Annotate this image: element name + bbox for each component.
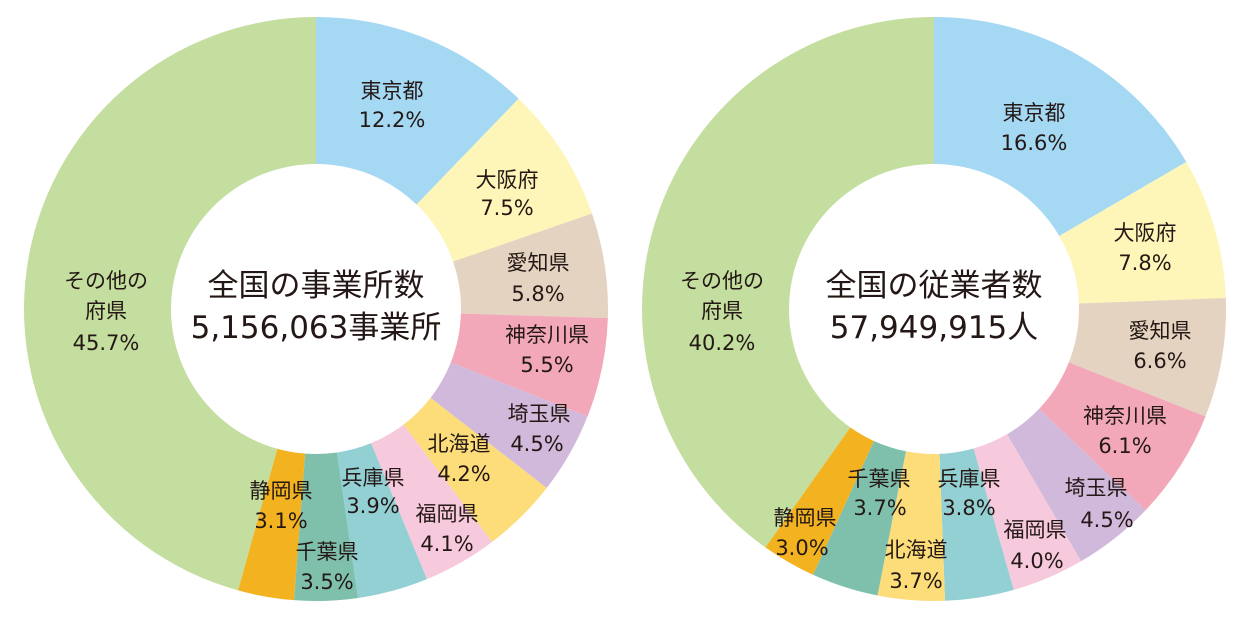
donut-slice [1007,408,1146,562]
donut-slice [765,427,874,575]
label-name: 大阪府 [476,168,539,192]
label-value: 3.5% [300,570,353,594]
donut-slice [1059,161,1226,304]
labels-establishments: 東京都 12.2% 大阪府 7.5% 愛知県 5.8% 神奈川県 5.5% 埼玉… [64,79,589,594]
center-title-establishments: 全国の事業所数 [208,268,425,304]
label-value: 16.6% [1001,131,1068,155]
label-name: 千葉県 [848,467,911,491]
label-value: 40.2% [689,331,756,355]
donut-establishments [24,17,608,601]
label-value: 7.8% [1118,251,1171,275]
donut-slice [24,17,316,591]
label-name: 北海道 [885,538,948,562]
labels-employees: 東京都 16.6% 大阪府 7.8% 愛知県 6.6% 神奈川県 6.1% 埼玉… [680,101,1192,593]
donut-employees [642,17,1226,602]
donut-slice [430,362,588,488]
label-name: 北海道 [428,432,491,456]
donut-slice [316,17,519,205]
label-name: 愛知県 [1129,319,1192,343]
donut-slice [450,313,608,417]
donut-slice [416,98,592,262]
donut-slice [294,452,359,601]
label-value: 3.7% [853,496,906,520]
donut-slice [1068,297,1226,417]
donut-slice [1039,362,1206,511]
label-name: 福岡県 [1004,518,1067,542]
donut-slice [973,434,1082,590]
label-name: 埼玉県 [1065,476,1128,500]
label-value: 4.0% [1010,549,1063,573]
label-value: 6.6% [1133,349,1186,373]
donut-slice [238,448,306,601]
label-value: 4.2% [437,462,490,486]
label-name: 静岡県 [774,506,837,530]
label-value: 12.2% [359,108,426,132]
label-name: 東京都 [361,79,424,103]
label-name: 兵庫県 [342,466,405,490]
label-value: 3.7% [889,569,942,593]
label-value: 4.1% [420,532,473,556]
label-name: 兵庫県 [938,467,1001,491]
donut-slice [813,440,906,596]
label-name: 静岡県 [250,479,313,503]
center-title-employees: 全国の従業者数 [826,268,1043,304]
label-value: 3.1% [254,509,307,533]
label-value: 5.5% [520,353,573,377]
label-name: その他の [64,269,148,293]
label-value: 3.9% [346,494,399,518]
label-value: 3.0% [775,536,828,560]
donut-slice [336,443,427,598]
label-value: 7.5% [480,196,533,220]
label-name: 大阪府 [1114,221,1177,245]
label-name: 神奈川県 [1083,404,1167,428]
donut-slice [371,424,493,580]
label-value: 4.5% [510,432,563,456]
label-value: 5.8% [511,282,564,306]
label-name: 府県 [85,299,127,323]
label-name: その他の [680,269,764,293]
donut-slice [934,17,1187,236]
label-value: 45.7% [73,331,140,355]
donut-slice [453,213,608,319]
label-value: 6.1% [1098,434,1151,458]
donut-slice [642,17,934,548]
center-subtitle-employees: 57,949,915人 [830,310,1039,346]
label-name: 愛知県 [507,251,570,275]
donut-slice [939,448,1014,601]
label-value: 3.8% [942,496,995,520]
label-name: 府県 [701,299,743,323]
donut-slice [877,451,946,602]
label-name: 東京都 [1003,101,1066,125]
label-name: 福岡県 [416,502,479,526]
label-name: 千葉県 [296,540,359,564]
center-subtitle-establishments: 5,156,063事業所 [191,310,442,346]
label-value: 4.5% [1080,508,1133,532]
donut-slice [403,397,547,542]
label-name: 埼玉県 [508,402,571,426]
label-name: 神奈川県 [505,323,589,347]
